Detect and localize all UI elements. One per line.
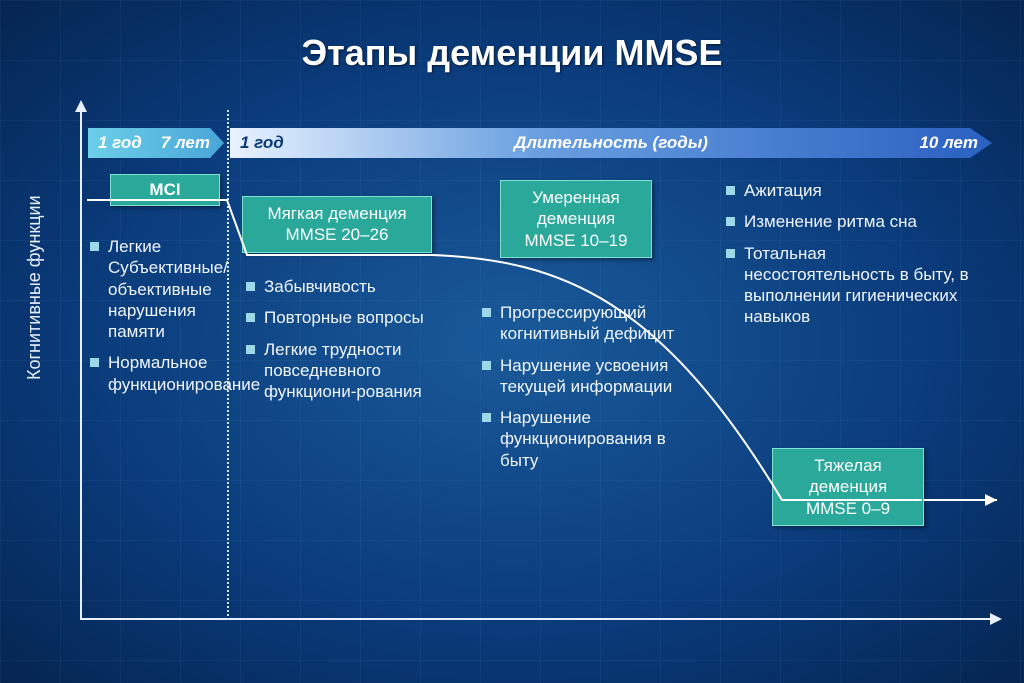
timeline-short-arrow: 1 год 7 лет — [88, 128, 224, 158]
timeline-short-left: 1 год — [98, 133, 142, 153]
stage-mci: MCI — [110, 174, 220, 206]
stage-mild-line1: Мягкая деменция — [253, 203, 421, 224]
stage-severe-line1: Тяжелая — [783, 455, 913, 476]
list-item: Изменение ритма сна — [726, 211, 976, 232]
stage-severe-line3: MMSE 0–9 — [783, 498, 913, 519]
stage-severe-line2: деменция — [783, 476, 913, 497]
chart-area: 1 год 7 лет 1 год Длительность (годы) 10… — [62, 100, 1002, 640]
y-axis-label: Когнитивные функции — [24, 195, 45, 380]
timeline-short-right: 7 лет — [161, 133, 210, 153]
column-mci: Легкие Субъективные/ объективные нарушен… — [90, 236, 240, 405]
timeline-long-mid: Длительность (годы) — [514, 133, 708, 153]
stage-severe: Тяжелая деменция MMSE 0–9 — [772, 448, 924, 526]
y-axis — [80, 110, 82, 620]
list-item: Тотальная несостоятельность в быту, в вы… — [726, 243, 976, 328]
list-item: Легкие трудности повседневного функциони… — [246, 339, 446, 403]
x-axis — [80, 618, 992, 620]
timeline-long-right: 10 лет — [919, 133, 978, 153]
list-item: Повторные вопросы — [246, 307, 446, 328]
timeline-long-arrow: 1 год Длительность (годы) 10 лет — [230, 128, 992, 158]
list-item: Ажитация — [726, 180, 976, 201]
column-mild: Забывчивость Повторные вопросы Легкие тр… — [246, 276, 446, 412]
stage-moderate-line2: деменция — [511, 208, 641, 229]
timeline-long-left: 1 год — [240, 133, 284, 153]
list-item: Забывчивость — [246, 276, 446, 297]
stage-mild: Мягкая деменция MMSE 20–26 — [242, 196, 432, 253]
column-moderate: Прогрессирующий когнитивный дефицит Нару… — [482, 302, 702, 481]
list-item: Легкие Субъективные/ объективные нарушен… — [90, 236, 240, 342]
stage-moderate-line1: Умеренная — [511, 187, 641, 208]
stage-moderate-line3: MMSE 10–19 — [511, 230, 641, 251]
list-item: Нарушение функционирования в быту — [482, 407, 702, 471]
stage-moderate: Умеренная деменция MMSE 10–19 — [500, 180, 652, 258]
list-item: Нормальное функционирование — [90, 352, 240, 395]
column-severe: Ажитация Изменение ритма сна Тотальная н… — [726, 180, 976, 338]
page-title: Этапы деменции MMSE — [0, 32, 1024, 74]
stage-mild-line2: MMSE 20–26 — [253, 224, 421, 245]
stage-mci-label: MCI — [149, 179, 180, 200]
list-item: Прогрессирующий когнитивный дефицит — [482, 302, 702, 345]
list-item: Нарушение усвоения текущей информации — [482, 355, 702, 398]
